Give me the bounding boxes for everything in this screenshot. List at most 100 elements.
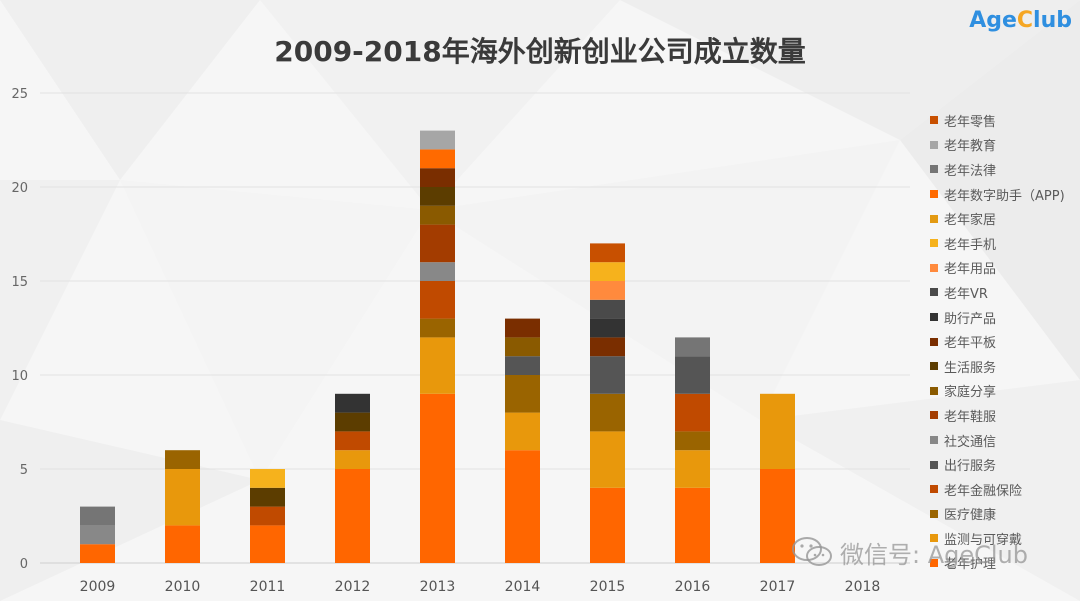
bar-segment xyxy=(420,393,455,563)
legend-item: 老年手机 xyxy=(930,231,1065,256)
bar-segment xyxy=(335,469,370,563)
y-tick-label: 25 xyxy=(11,87,28,102)
legend-label: 老年法律 xyxy=(944,163,997,179)
bar-segment xyxy=(675,356,710,394)
legend-label: 老年零售 xyxy=(944,114,997,130)
watermark: 微信号: AgeClub xyxy=(792,532,1062,572)
bar-segment xyxy=(760,393,795,469)
legend-item: 老年护理 xyxy=(930,551,1065,576)
legend-swatch xyxy=(930,140,938,149)
legend-item: 监测与可穿戴 xyxy=(930,526,1065,551)
legend-label: 老年手机 xyxy=(944,237,997,253)
legend-swatch xyxy=(930,558,938,567)
bar-segment xyxy=(675,450,710,488)
legend-swatch xyxy=(930,362,938,371)
bar-segment xyxy=(165,450,200,469)
legend-label: 老年用品 xyxy=(944,262,997,278)
bar-segment xyxy=(420,130,455,150)
legend-item: 生活服务 xyxy=(930,354,1065,379)
y-tick-label: 5 xyxy=(20,463,28,478)
legend-label: 社交通信 xyxy=(944,434,997,450)
legend-item: 医疗健康 xyxy=(930,502,1065,527)
legend-item: 老年数字助手（APP) xyxy=(930,182,1065,207)
legend-label: 助行产品 xyxy=(944,311,997,327)
bar-segment xyxy=(590,487,625,563)
legend-item: 老年用品 xyxy=(930,256,1065,281)
bar-segment xyxy=(335,431,370,451)
bar-segment xyxy=(590,356,625,394)
legend-swatch xyxy=(930,337,938,346)
legend-label: 家庭分享 xyxy=(944,385,997,401)
x-tick-label: 2012 xyxy=(335,579,371,595)
bar-segment xyxy=(250,469,285,488)
bar-segment xyxy=(420,168,455,187)
bar-segment xyxy=(420,205,455,225)
bar-segment xyxy=(675,487,710,563)
bar-segment xyxy=(420,262,455,281)
legend-swatch xyxy=(930,214,938,223)
chart-title: 2009-2018年海外创新创业公司成立数量 xyxy=(274,35,806,68)
watermark-text: 微信号: AgeClub xyxy=(840,540,1029,569)
bar-segment xyxy=(80,544,115,563)
bar-segment xyxy=(80,506,115,526)
legend-swatch xyxy=(930,116,938,125)
legend-label: 老年家居 xyxy=(944,213,997,229)
legend-item: 老年家居 xyxy=(930,206,1065,231)
legend-swatch xyxy=(930,239,938,248)
legend-label: 老年鞋服 xyxy=(944,409,997,425)
brand-logo: AgeClub xyxy=(969,8,1072,33)
legend-label: 老年VR xyxy=(944,286,988,302)
bar-segment xyxy=(590,243,625,263)
bar-segment xyxy=(675,393,710,432)
x-tick-label: 2009 xyxy=(80,579,116,595)
legend-swatch xyxy=(930,386,938,395)
bar-segment xyxy=(505,318,540,338)
bar-segment xyxy=(420,149,455,169)
x-tick-label: 2017 xyxy=(760,579,796,595)
bar-segment xyxy=(505,450,540,563)
bar-segment xyxy=(590,393,625,432)
legend-item: 老年VR xyxy=(930,280,1065,305)
bar-segment xyxy=(420,337,455,394)
bar-segment xyxy=(335,450,370,469)
legend-item: 老年教育 xyxy=(930,133,1065,158)
legend-label: 老年数字助手（APP) xyxy=(944,188,1065,204)
bar-segment xyxy=(590,431,625,488)
legend-label: 老年金融保险 xyxy=(944,483,1023,499)
bar-segment xyxy=(250,487,285,507)
bar-segment xyxy=(420,224,455,263)
bar-segment xyxy=(250,506,285,526)
x-tick-label: 2018 xyxy=(845,579,881,595)
legend-item: 社交通信 xyxy=(930,428,1065,453)
bar-segment xyxy=(505,356,540,375)
legend-swatch xyxy=(930,411,938,420)
bar-segment xyxy=(675,337,710,357)
bar-segment xyxy=(420,318,455,338)
bar-segment xyxy=(590,318,625,338)
bar-segment xyxy=(590,281,625,300)
legend-item: 家庭分享 xyxy=(930,379,1065,404)
bar-segment xyxy=(590,299,625,319)
bar-segment xyxy=(760,469,795,563)
bar-segment xyxy=(675,431,710,451)
wechat-icon xyxy=(792,537,832,566)
bar-segment xyxy=(165,525,200,563)
legend-item: 老年法律 xyxy=(930,157,1065,182)
legend-swatch xyxy=(930,534,938,543)
x-tick-label: 2010 xyxy=(165,579,201,595)
y-tick-label: 0 xyxy=(20,557,28,572)
bar-segment xyxy=(590,337,625,357)
legend-swatch xyxy=(930,263,938,272)
legend-swatch xyxy=(930,190,938,199)
x-tick-label: 2011 xyxy=(250,579,286,595)
bar-segment xyxy=(335,412,370,432)
legend-label: 老年教育 xyxy=(944,139,997,155)
bar-segment xyxy=(335,393,370,413)
legend-label: 生活服务 xyxy=(944,360,997,376)
bar-segment xyxy=(505,337,540,357)
legend-swatch xyxy=(930,485,938,494)
bar-segment xyxy=(80,525,115,545)
bar-segment xyxy=(590,262,625,281)
legend-label: 老年护理 xyxy=(944,557,997,573)
